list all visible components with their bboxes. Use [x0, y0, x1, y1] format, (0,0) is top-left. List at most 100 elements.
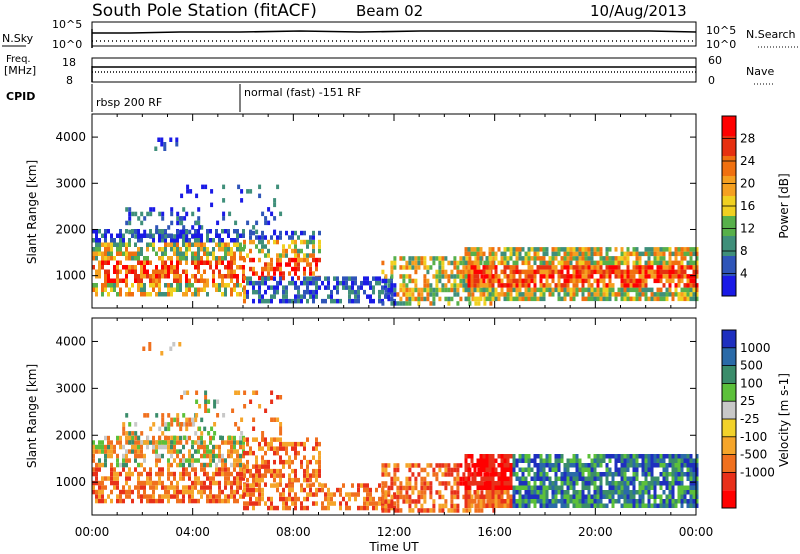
- heatmap-cell: [600, 270, 603, 275]
- heatmap-cell: [558, 283, 561, 288]
- heatmap-cell: [110, 440, 113, 445]
- heatmap-cell: [393, 256, 396, 261]
- heatmap-cell: [567, 283, 570, 288]
- heatmap-cell: [224, 494, 227, 499]
- heatmap-cell: [690, 283, 693, 288]
- heatmap-cell: [555, 459, 558, 464]
- heatmap-cell: [101, 476, 104, 481]
- heatmap-cell: [161, 454, 164, 459]
- heatmap-cell: [453, 490, 456, 495]
- heatmap-cell: [384, 495, 387, 500]
- heatmap-cell: [261, 464, 264, 469]
- heatmap-cell: [122, 243, 125, 248]
- heatmap-cell: [540, 504, 543, 509]
- heatmap-cell: [195, 413, 198, 418]
- heatmap-cell: [357, 483, 360, 488]
- heatmap-cell: [633, 490, 636, 495]
- heatmap-cell: [438, 265, 441, 270]
- heatmap-cell: [273, 483, 276, 488]
- heatmap-cell: [468, 274, 471, 279]
- heatmap-cell: [342, 483, 345, 488]
- heatmap-cell: [555, 495, 558, 500]
- heatmap-cell: [429, 486, 432, 491]
- heatmap-cell: [456, 504, 459, 509]
- heatmap-cell: [675, 283, 678, 288]
- heatmap-cell: [222, 185, 225, 190]
- heatmap-cell: [128, 490, 131, 495]
- heatmap-cell: [175, 142, 178, 147]
- heatmap-cell: [669, 288, 672, 293]
- heatmap-cell: [158, 494, 161, 499]
- heatmap-cell: [609, 261, 612, 266]
- heatmap-cell: [618, 265, 621, 270]
- heatmap-cell: [477, 504, 480, 509]
- heatmap-cell: [414, 279, 417, 284]
- heatmap-cell: [399, 490, 402, 495]
- heatmap-cell: [429, 288, 432, 293]
- heatmap-cell: [173, 288, 176, 293]
- heatmap-cell: [693, 288, 696, 293]
- heatmap-cell: [179, 247, 182, 252]
- heatmap-cell: [636, 459, 639, 464]
- heatmap-cell: [450, 297, 453, 302]
- heatmap-cell: [660, 504, 663, 509]
- heatmap-cell: [633, 270, 636, 275]
- heatmap-cell: [561, 261, 564, 266]
- heatmap-cell: [218, 494, 221, 499]
- heatmap-cell: [396, 504, 399, 509]
- heatmap-cell: [414, 261, 417, 266]
- heatmap-cell: [402, 288, 405, 293]
- power-panel: 1000200030004000 Slant Range [km]: [25, 114, 699, 308]
- heatmap-cell: [669, 261, 672, 266]
- heatmap-cell: [651, 504, 654, 509]
- heatmap-cell: [258, 290, 261, 295]
- heatmap-cell: [221, 274, 224, 279]
- heatmap-cell: [534, 256, 537, 261]
- heatmap-cell: [633, 495, 636, 500]
- heatmap-cell: [516, 265, 519, 270]
- heatmap-cell: [161, 247, 164, 252]
- heatmap-cell: [663, 283, 666, 288]
- heatmap-cell: [206, 261, 209, 266]
- heatmap-cell: [417, 463, 420, 468]
- heatmap-cell: [621, 283, 624, 288]
- heatmap-cell: [579, 504, 582, 509]
- heatmap-cell: [212, 283, 215, 288]
- heatmap-cell: [140, 221, 143, 226]
- cpid-segment-2: normal (fast) -151 RF: [244, 86, 361, 99]
- heatmap-cell: [429, 508, 432, 513]
- heatmap-cell: [582, 252, 585, 257]
- heatmap-cell: [648, 463, 651, 468]
- heatmap-cell: [657, 261, 660, 266]
- heatmap-cell: [95, 445, 98, 450]
- heatmap-cell: [306, 464, 309, 469]
- heatmap-cell: [255, 221, 258, 226]
- heatmap-cell: [228, 436, 231, 441]
- heatmap-cell: [255, 230, 258, 235]
- heatmap-cell: [471, 279, 474, 284]
- heatmap-cell: [504, 472, 507, 477]
- heatmap-cell: [294, 492, 297, 497]
- heatmap-cell: [495, 265, 498, 270]
- heatmap-cell: [206, 283, 209, 288]
- heatmap-cell: [564, 283, 567, 288]
- y-tick-label: 4000: [55, 334, 86, 348]
- heatmap-cell: [197, 252, 200, 257]
- heatmap-cell: [657, 265, 660, 270]
- heatmap-cell: [669, 454, 672, 459]
- heatmap-cell: [597, 292, 600, 297]
- heatmap-cell: [534, 481, 537, 486]
- heatmap-cell: [501, 472, 504, 477]
- heatmap-cell: [555, 252, 558, 257]
- heatmap-cell: [603, 292, 606, 297]
- heatmap-cell: [498, 472, 501, 477]
- heatmap-cell: [330, 501, 333, 506]
- heatmap-cell: [203, 270, 206, 275]
- heatmap-cell: [170, 436, 173, 441]
- heatmap-cell: [230, 252, 233, 257]
- heatmap-cell: [657, 247, 660, 252]
- heatmap-cell: [561, 297, 564, 302]
- heatmap-cell: [387, 499, 390, 504]
- heatmap-cell: [276, 240, 279, 245]
- heatmap-cell: [513, 472, 516, 477]
